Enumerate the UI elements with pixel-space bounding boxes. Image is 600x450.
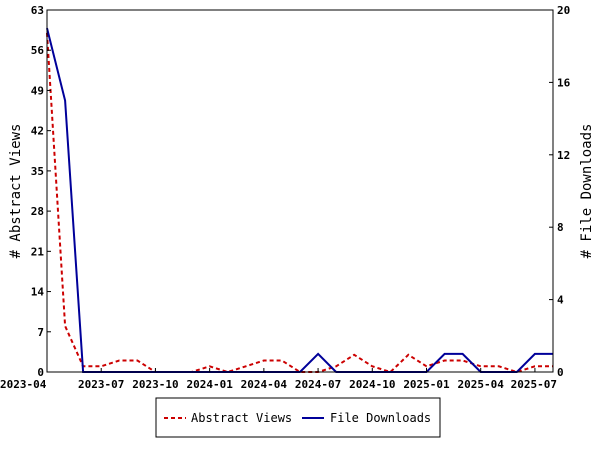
legend-label-abstract-views: Abstract Views [191, 411, 292, 425]
x-tick-label: 2025-04 [458, 378, 505, 391]
right-tick-label: 12 [557, 149, 570, 162]
left-tick-label: 21 [31, 245, 45, 258]
legend: Abstract Views File Downloads [155, 397, 441, 438]
series-line-abstract-views [46, 32, 553, 374]
right-tick-label: 16 [557, 76, 571, 89]
left-tick-label: 28 [31, 205, 44, 218]
left-tick-label: 56 [31, 44, 45, 57]
x-tick-label: 2025-07 [511, 378, 557, 391]
plot-frame [46, 9, 554, 373]
right-tick-label: 20 [557, 4, 570, 17]
left-axis-ticks: 0 7 14 21 28 35 42 49 56 63 [31, 4, 51, 379]
left-tick-label: 42 [31, 125, 44, 138]
left-tick-label: 63 [31, 4, 44, 17]
left-tick-label: 7 [37, 326, 44, 339]
right-tick-label: 8 [557, 221, 564, 234]
left-tick-label: 0 [37, 366, 44, 379]
x-tick-label: 2024-07 [295, 378, 341, 391]
x-tick-label: 2024-01 [186, 378, 233, 391]
left-tick-label: 35 [31, 165, 44, 178]
right-tick-label: 0 [557, 366, 564, 379]
left-tick-label: 14 [31, 286, 45, 299]
legend-label-file-downloads: File Downloads [330, 411, 431, 425]
legend-box [155, 397, 441, 438]
x-tick-label: 2025-01 [403, 378, 450, 391]
x-axis-ticks: 2023-04 2023-07 2023-10 2024-01 2024-04 2024-… [0, 368, 557, 391]
left-axis-title: # Abstract Views [8, 124, 24, 259]
right-axis-ticks: 0 4 8 12 16 20 [549, 4, 571, 379]
x-tick-label: 2023-10 [132, 378, 178, 391]
x-tick-label: 2024-04 [241, 378, 288, 391]
x-tick-label: 2023-07 [78, 378, 124, 391]
x-tick-label: 2024-10 [349, 378, 395, 391]
left-tick-label: 49 [31, 84, 44, 97]
right-tick-label: 4 [557, 294, 564, 307]
x-tick-label: 2023-04 [0, 378, 47, 391]
right-axis-title: # File Downloads [579, 124, 595, 259]
